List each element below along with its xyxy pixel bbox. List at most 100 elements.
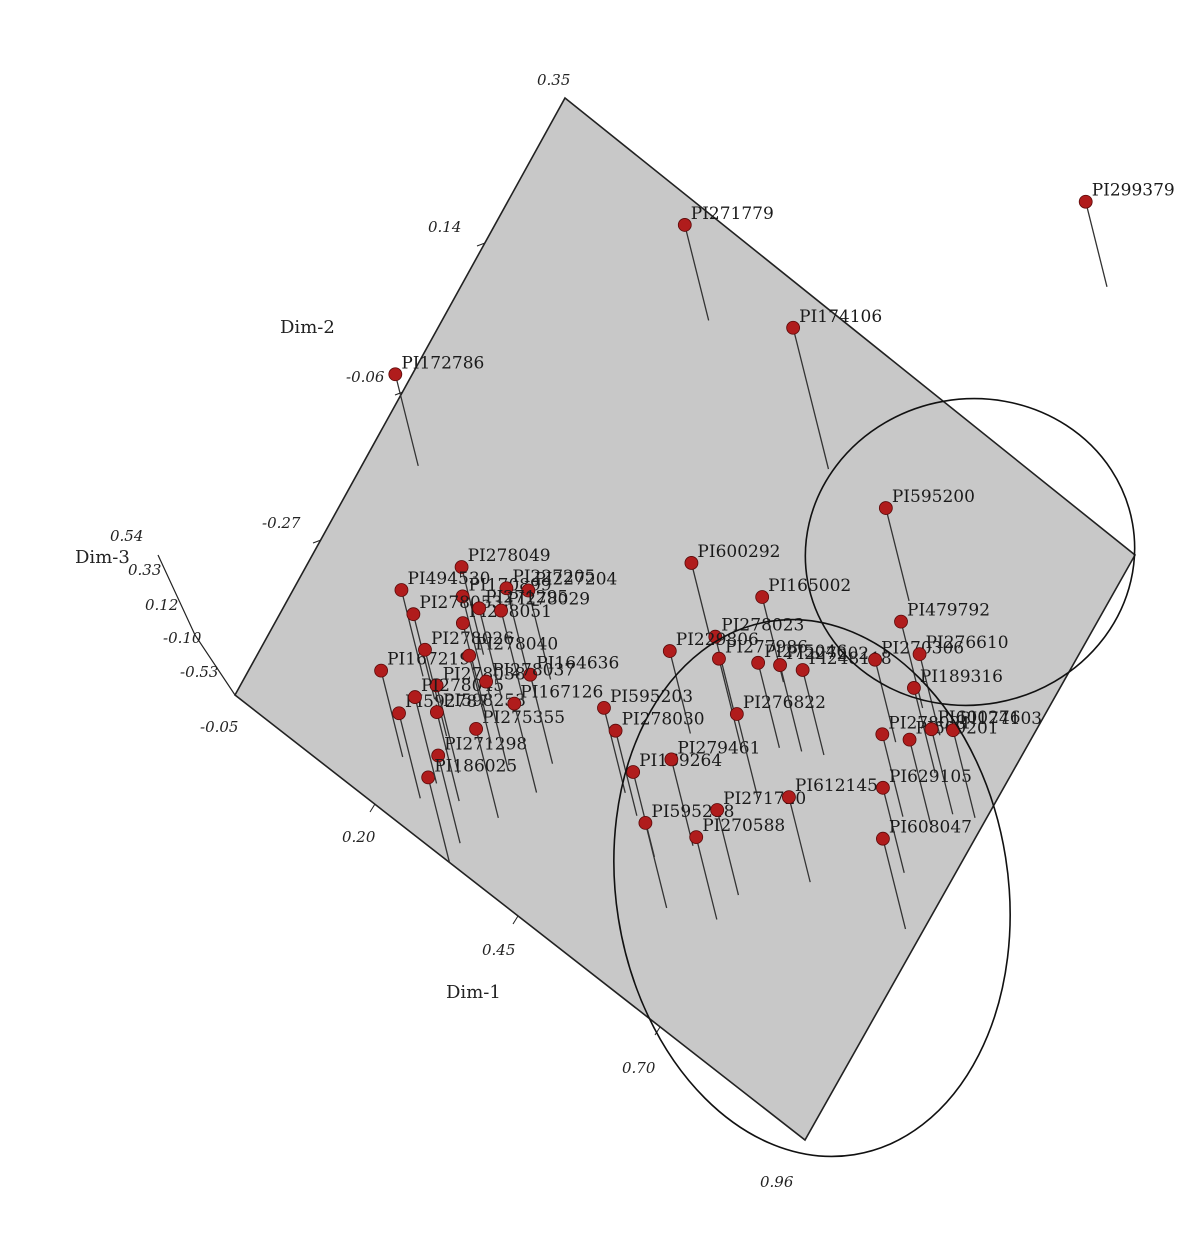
point-drop-line: [716, 809, 740, 896]
data-point: [455, 616, 470, 631]
dim3-axis-line: [157, 554, 236, 696]
data-point-label: PI276610: [926, 633, 1009, 653]
data-point-label: PI167126: [520, 683, 603, 703]
data-point: [710, 803, 725, 817]
data-point: [664, 752, 679, 767]
data-point-label: PI629105: [889, 767, 972, 787]
dim2-tick: [312, 539, 322, 544]
data-point-label: PI165002: [768, 576, 851, 596]
point-drop-line: [500, 610, 524, 700]
plot-plane: [233, 96, 1137, 1142]
point-drop-line: [874, 659, 897, 743]
data-point-label: PI270588: [702, 816, 785, 836]
data-point: [499, 581, 514, 596]
data-point-label: PI494530: [407, 569, 490, 589]
point-drop-line: [380, 670, 404, 758]
dim3-axis: 0.54 0.33 0.12 -0.10 -0.53 Dim-3: [75, 527, 236, 696]
data-point-label: PI275046: [764, 642, 847, 662]
point-drop-line: [1085, 201, 1108, 287]
data-point-label: PI271295: [485, 587, 568, 607]
data-point: [729, 707, 744, 721]
dim3-tick-label: -0.10: [163, 629, 202, 647]
point-drop-line: [695, 836, 718, 920]
data-point-label: PI278049: [468, 546, 551, 566]
data-point: [677, 218, 692, 232]
point-drop-line: [714, 636, 735, 713]
data-point-label: PI600276: [937, 708, 1020, 728]
point-drop-line: [527, 590, 552, 680]
data-point: [876, 831, 890, 846]
point-drop-line: [435, 685, 460, 774]
point-drop-line: [779, 664, 803, 752]
data-point-label: PI227205: [512, 567, 595, 587]
data-point-label: PI278040: [475, 635, 558, 655]
data-point-label: PI186025: [434, 756, 517, 776]
data-point-label: PI278029: [507, 590, 590, 610]
point-drop-line: [690, 562, 712, 639]
dim1-tick: [369, 803, 376, 813]
data-point-label: PI189316: [920, 667, 1003, 687]
data-point-label: PI275355: [482, 708, 565, 728]
data-point: [507, 696, 522, 711]
point-drop-line: [908, 739, 932, 825]
data-point-label: PI174103: [959, 709, 1042, 729]
dim2-axis: 0.35 0.14 -0.06 -0.27 Dim-2: [262, 71, 570, 544]
data-point-label: PI612145: [795, 776, 878, 796]
dim1-axis-title: Dim-1: [446, 982, 501, 1003]
data-point: [418, 642, 432, 657]
data-point-label: PI278023: [721, 616, 804, 636]
data-point: [876, 780, 890, 795]
dim1-tick: [654, 1026, 661, 1036]
point-drop-line: [882, 838, 907, 930]
data-point: [494, 603, 508, 618]
data-point: [662, 644, 677, 658]
data-point: [786, 320, 801, 335]
data-point-label: PI277986: [725, 638, 808, 658]
cluster-ring-upper: [804, 397, 1136, 707]
data-point: [751, 655, 766, 670]
data-point-label: PI276822: [743, 693, 826, 713]
data-point: [712, 651, 726, 666]
data-point: [421, 770, 436, 785]
data-point-label: PI278037: [492, 661, 575, 681]
data-point-label: PI479792: [907, 601, 990, 621]
data-point-label: PI167219: [387, 650, 470, 670]
data-point: [455, 589, 470, 604]
point-drop-line: [424, 649, 448, 737]
data-point-label: PI608047: [889, 818, 972, 838]
cluster-ring-lower: [613, 618, 1011, 1158]
point-drop-line: [400, 589, 424, 677]
point-drop-line: [718, 658, 742, 746]
point-drop-line: [900, 621, 924, 709]
point-drop-line: [437, 755, 461, 844]
dim2-tick-label: 0.14: [428, 218, 461, 236]
point-drop-line: [513, 703, 538, 793]
data-point: [894, 614, 908, 629]
point-drop-line: [614, 730, 638, 816]
data-point: [868, 652, 882, 667]
point-drop-line: [792, 327, 830, 470]
dim1-tick-label: 0.20: [342, 828, 376, 846]
point-drop-line: [882, 787, 905, 873]
data-point: [472, 601, 487, 616]
data-point-label: PI278026: [431, 629, 514, 649]
dim1-tick-label: 0.96: [760, 1173, 794, 1191]
dim3-tick-label: -0.53: [180, 663, 218, 681]
data-point: [795, 663, 810, 677]
point-drop-line: [736, 713, 760, 801]
point-drop-line: [505, 588, 529, 677]
data-point: [878, 501, 893, 515]
dim1-tick-label: 0.70: [622, 1059, 656, 1077]
data-point: [875, 727, 890, 742]
data-point: [755, 590, 770, 604]
point-drop-line: [414, 696, 438, 784]
data-point-label: PI271298: [444, 735, 527, 755]
data-point: [902, 732, 917, 747]
data-point: [608, 723, 623, 738]
point-drop-line: [603, 707, 626, 794]
point-drop-line: [684, 224, 710, 321]
point-drop-line: [478, 608, 502, 697]
dim2-tick-label: -0.06: [346, 368, 385, 386]
dim2-tick: [394, 391, 404, 396]
